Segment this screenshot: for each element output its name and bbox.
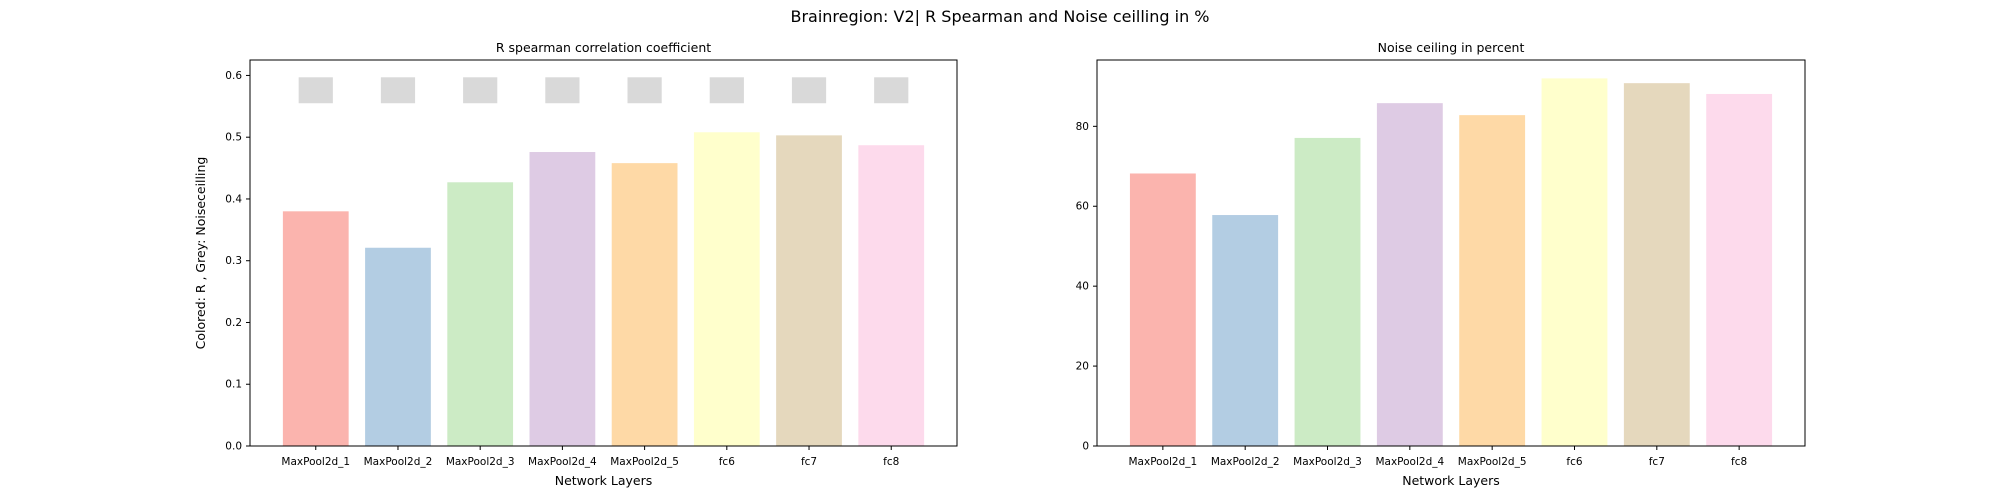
x-tick-label: MaxPool2d_3 bbox=[1293, 456, 1362, 468]
figure-suptitle: Brainregion: V2| R Spearman and Noise ce… bbox=[790, 7, 1209, 26]
noise-ceiling-box-MaxPool2d_5 bbox=[627, 77, 662, 104]
bar-MaxPool2d_3 bbox=[1294, 137, 1361, 446]
x-axis-label: Network Layers bbox=[1402, 473, 1500, 488]
x-tick-label: MaxPool2d_1 bbox=[1129, 456, 1198, 468]
x-tick-label: fc7 bbox=[1649, 456, 1665, 468]
noise-ceiling-box-MaxPool2d_4 bbox=[545, 77, 580, 104]
bar-MaxPool2d_4 bbox=[529, 152, 596, 446]
noise-ceiling-box-fc6 bbox=[709, 77, 744, 104]
y-tick-label: 0.1 bbox=[225, 379, 242, 391]
y-tick-label: 0.0 bbox=[225, 441, 242, 453]
y-axis-label: Colored: R , Grey: Noiseceilling bbox=[193, 157, 208, 350]
x-tick-label: MaxPool2d_2 bbox=[1211, 456, 1280, 468]
y-tick-label: 0.4 bbox=[225, 193, 242, 205]
x-tick-label: fc6 bbox=[1566, 456, 1582, 468]
x-tick-label: fc8 bbox=[883, 456, 899, 468]
bar-MaxPool2d_1 bbox=[1129, 173, 1196, 446]
bar-MaxPool2d_4 bbox=[1376, 103, 1443, 447]
x-tick-label: MaxPool2d_4 bbox=[1375, 456, 1444, 468]
bar-MaxPool2d_5 bbox=[611, 163, 678, 446]
axis-group: 0 20 40 60 80 MaxPool2d_1 MaxPool2d_2 MaxPool2d… bbox=[1076, 59, 1806, 468]
bar-fc6 bbox=[1541, 78, 1608, 446]
bars-group bbox=[1129, 78, 1773, 447]
bar-fc8 bbox=[1706, 93, 1773, 446]
noise-ceiling-group bbox=[298, 77, 909, 104]
bar-MaxPool2d_3 bbox=[447, 182, 514, 447]
bar-fc7 bbox=[1623, 83, 1690, 447]
y-tick-label: 0.5 bbox=[225, 132, 242, 144]
bar-fc7 bbox=[776, 135, 842, 446]
y-tick-label: 0.3 bbox=[225, 255, 242, 267]
x-tick-label: MaxPool2d_5 bbox=[610, 456, 679, 468]
x-tick-label: fc7 bbox=[801, 456, 817, 468]
x-tick-label: MaxPool2d_4 bbox=[528, 456, 597, 468]
x-tick-label: MaxPool2d_1 bbox=[281, 456, 350, 468]
noise-ceiling-box-MaxPool2d_3 bbox=[463, 77, 498, 104]
noise-ceiling-box-MaxPool2d_1 bbox=[298, 77, 333, 104]
bar-MaxPool2d_2 bbox=[1212, 215, 1279, 446]
x-tick-label: MaxPool2d_3 bbox=[446, 456, 515, 468]
y-tick-label: 0 bbox=[1082, 441, 1089, 453]
chart-panel-r-spearman: 0.0 0.1 0.2 0.3 0.4 0.5 0.6 MaxPool2d_1 MaxPool2… bbox=[193, 40, 958, 488]
x-axis-label: Network Layers bbox=[555, 473, 653, 488]
bar-fc8 bbox=[858, 145, 925, 446]
x-tick-label: MaxPool2d_5 bbox=[1458, 456, 1527, 468]
bar-MaxPool2d_2 bbox=[365, 247, 431, 446]
chart-title: Noise ceiling in percent bbox=[1378, 40, 1525, 55]
bar-fc6 bbox=[693, 132, 760, 446]
axes-frame bbox=[1096, 59, 1806, 447]
bars-group bbox=[282, 132, 925, 447]
y-tick-label: 20 bbox=[1076, 361, 1089, 373]
y-tick-label: 60 bbox=[1076, 201, 1089, 213]
chart-panel-noise-ceiling: 0 20 40 60 80 MaxPool2d_1 MaxPool2d_2 MaxPool2d… bbox=[1076, 40, 1806, 488]
x-tick-label: MaxPool2d_2 bbox=[364, 456, 433, 468]
y-tick-label: 40 bbox=[1076, 281, 1089, 293]
bar-MaxPool2d_5 bbox=[1459, 115, 1526, 447]
y-tick-label: 0.6 bbox=[225, 70, 242, 82]
x-tick-label: fc6 bbox=[719, 456, 735, 468]
axis-group: 0.0 0.1 0.2 0.3 0.4 0.5 0.6 MaxPool2d_1 MaxPool2… bbox=[225, 59, 958, 468]
x-tick-label: fc8 bbox=[1731, 456, 1747, 468]
y-tick-label: 0.2 bbox=[225, 317, 242, 329]
y-tick-label: 80 bbox=[1076, 121, 1089, 133]
noise-ceiling-box-fc8 bbox=[874, 77, 909, 104]
noise-ceiling-box-fc7 bbox=[791, 77, 827, 104]
bar-MaxPool2d_1 bbox=[282, 211, 349, 446]
chart-title: R spearman correlation coefficient bbox=[496, 40, 711, 55]
axes-frame bbox=[249, 59, 958, 447]
noise-ceiling-box-MaxPool2d_2 bbox=[380, 77, 416, 104]
